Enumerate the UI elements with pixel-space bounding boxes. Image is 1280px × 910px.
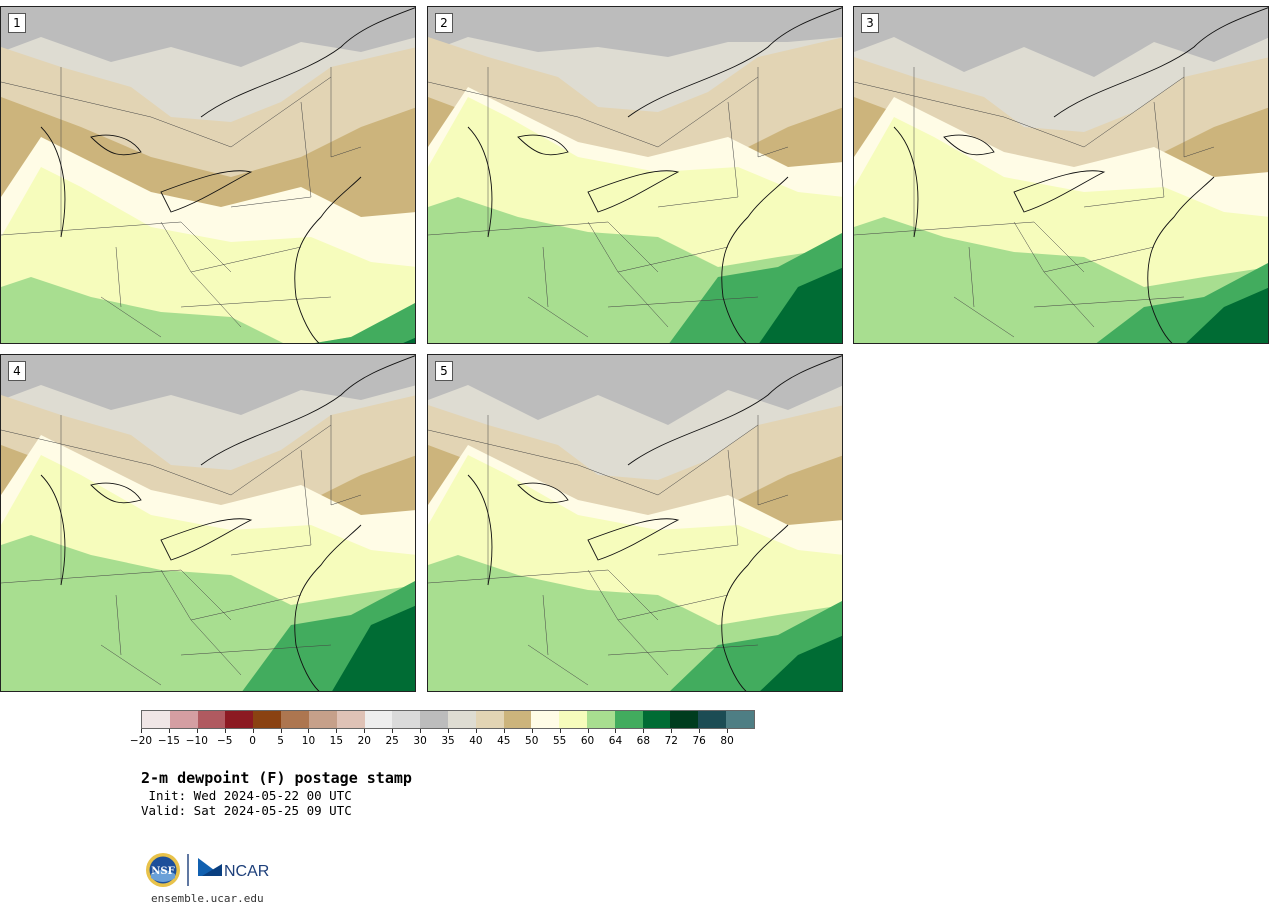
colorbar-swatch	[169, 711, 198, 728]
colorbar-tick-mark	[252, 729, 254, 733]
colorbar-tick-mark	[392, 729, 394, 733]
colorbar-tick-label: 35	[441, 735, 455, 747]
colorbar-tick-label: 15	[329, 735, 344, 747]
postage-stamp-panel-4: 4	[0, 354, 416, 692]
colorbar-tick-label: 64	[608, 735, 623, 747]
dewpoint-map	[1, 7, 415, 343]
panel-number-label: 1	[8, 13, 26, 33]
colorbar-swatch	[253, 711, 282, 728]
panel-number-label: 5	[435, 361, 453, 381]
colorbar-tick-mark	[364, 729, 366, 733]
colorbar-tick-label: 0	[249, 735, 256, 747]
colorbar-swatch	[225, 711, 254, 728]
chart-title: 2-m dewpoint (F) postage stamp	[141, 769, 412, 787]
colorbar-tick-mark	[503, 729, 505, 733]
colorbar-tick-mark	[308, 729, 310, 733]
colorbar-swatch	[726, 711, 754, 728]
colorbar-tick-mark	[587, 729, 589, 733]
svg-text:NSF: NSF	[151, 866, 174, 877]
postage-stamp-panel-3: 3	[853, 6, 1269, 344]
colorbar-tick-label: 55	[552, 735, 567, 747]
nsf-ncar-logo: NSF NCAR	[144, 850, 274, 890]
colorbar-tick-label: −5	[216, 735, 233, 747]
colorbar-tick-mark	[531, 729, 533, 733]
colorbar-tick-label: 25	[385, 735, 399, 747]
colorbar-tick-label: 72	[664, 735, 678, 747]
colorbar-swatch	[698, 711, 727, 728]
colorbar-tick-label: −15	[157, 735, 180, 747]
colorbar-tick-mark	[141, 729, 142, 733]
postage-stamp-panel-1: 1	[0, 6, 416, 344]
colorbar-swatch	[587, 711, 615, 728]
colorbar-tick-label: 76	[692, 735, 706, 747]
panel-number-label: 4	[8, 361, 26, 381]
colorbar-swatch	[503, 711, 532, 728]
colorbar-tick-mark	[699, 729, 701, 733]
panel-number-label: 3	[861, 13, 879, 33]
colorbar-swatch	[197, 711, 226, 728]
svg-text:NCAR: NCAR	[224, 863, 269, 880]
dewpoint-map	[1, 355, 415, 691]
colorbar-tick-mark	[559, 729, 561, 733]
colorbar-tick-mark	[448, 729, 449, 733]
colorbar-tick-label: 30	[413, 735, 427, 747]
colorbar-swatch	[475, 711, 504, 728]
colorbar-swatch	[364, 711, 393, 728]
colorbar-tick-label: 5	[277, 735, 284, 747]
colorbar-swatch	[559, 711, 587, 728]
nsf-seal-icon: NSF	[146, 853, 180, 887]
colorbar-tick-label: 50	[525, 735, 539, 747]
colorbar-tick-marks	[141, 729, 755, 733]
colorbar-swatch	[531, 711, 560, 728]
colorbar-tick-label: 68	[636, 735, 651, 747]
colorbar-tick-label: −10	[185, 735, 208, 747]
colorbar-tick-mark	[727, 729, 729, 733]
postage-stamp-panel-2: 2	[427, 6, 843, 344]
dewpoint-map	[854, 7, 1268, 343]
colorbar-tick-label: −20	[129, 735, 153, 747]
colorbar-tick-mark	[336, 729, 338, 733]
colorbar-swatch	[336, 711, 365, 728]
dewpoint-colorbar	[141, 710, 755, 729]
colorbar-swatch	[420, 711, 448, 728]
dewpoint-map	[428, 355, 842, 691]
colorbar-swatch	[642, 711, 671, 728]
colorbar-tick-mark	[280, 729, 282, 733]
colorbar-swatch	[308, 711, 337, 728]
panel-number-label: 2	[435, 13, 453, 33]
colorbar-tick-mark	[420, 729, 422, 733]
colorbar-tick-mark	[196, 729, 198, 733]
colorbar-tick-mark	[671, 729, 673, 733]
init-time: Init: Wed 2024-05-22 00 UTC	[141, 788, 352, 803]
colorbar-tick-mark	[643, 729, 645, 733]
valid-time: Valid: Sat 2024-05-25 09 UTC	[141, 803, 352, 818]
ncar-logo-icon: NCAR	[198, 858, 269, 880]
dewpoint-map	[428, 7, 842, 343]
colorbar-tick-label: 40	[469, 735, 483, 747]
colorbar-swatch	[447, 711, 476, 728]
colorbar-swatch	[142, 711, 170, 728]
colorbar-swatch	[614, 711, 643, 728]
colorbar-tick-mark	[224, 729, 226, 733]
colorbar-tick-labels: −20 −15 −10 −5 0 5 10 15 20 25 30 35 40 45 50 55 60 64 68 7…	[130, 735, 755, 749]
postage-stamp-panel-5: 5	[427, 354, 843, 692]
colorbar-tick-label: 60	[580, 735, 595, 747]
colorbar-tick-label: 20	[357, 735, 371, 747]
colorbar-tick-mark	[475, 729, 477, 733]
colorbar-swatch	[392, 711, 421, 728]
colorbar-swatch	[670, 711, 699, 728]
colorbar-swatch	[281, 711, 309, 728]
site-url[interactable]: ensemble.ucar.edu	[151, 892, 264, 905]
colorbar-tick-mark	[168, 729, 170, 733]
colorbar-tick-label: 10	[301, 735, 316, 747]
colorbar-tick-label: 80	[720, 735, 734, 747]
colorbar-tick-label: 45	[497, 735, 511, 747]
colorbar-tick-mark	[615, 729, 617, 733]
